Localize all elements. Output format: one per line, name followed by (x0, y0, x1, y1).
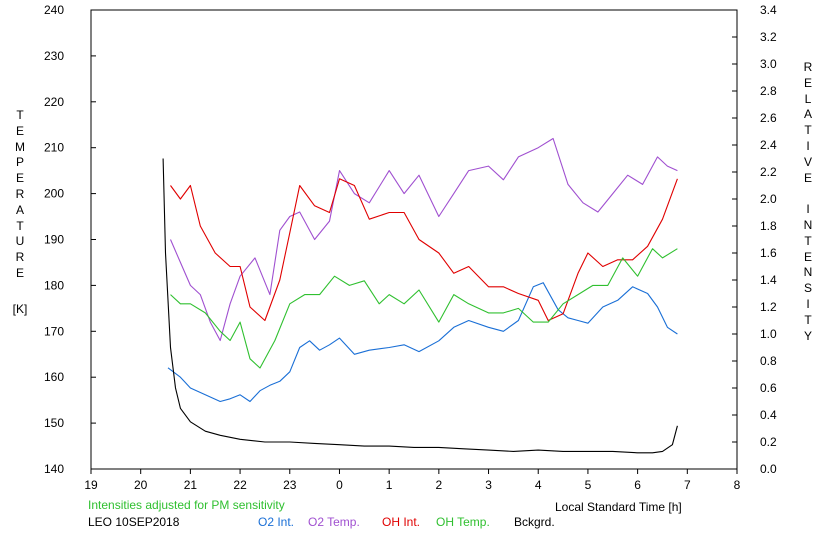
right-tick-label: 3.0 (760, 57, 777, 71)
plot-frame (90, 9, 738, 470)
sensitivity-note: Intensities adjusted for PM sensitivity (88, 498, 285, 512)
legend-oh-temp: OH Temp. (436, 515, 490, 529)
right-tick-label: 0.2 (760, 435, 777, 449)
left-tick-label: 170 (44, 324, 64, 338)
left-tick-label: 200 (44, 187, 64, 201)
x-tick-label: 20 (134, 478, 148, 492)
right-tick-label: 0.8 (760, 354, 777, 368)
left-tick-label: 240 (44, 3, 64, 17)
right-tick-label: 1.0 (760, 327, 777, 341)
right-tick-label: 2.6 (760, 111, 777, 125)
right-tick-label: 1.4 (760, 273, 777, 287)
legend-background: Bckgrd. (514, 515, 555, 529)
series-line-oh-temp (170, 248, 678, 369)
left-tick-label: 160 (44, 370, 64, 384)
right-tick-label: 0.0 (760, 462, 777, 476)
x-tick-label: 6 (634, 478, 641, 492)
x-tick-label: 4 (535, 478, 542, 492)
left-tick-label: 180 (44, 278, 64, 292)
series-line-o2-int (167, 282, 678, 403)
series-line-oh-int (170, 178, 678, 322)
right-tick-label: 2.2 (760, 165, 777, 179)
left-tick-label: 220 (44, 95, 64, 109)
right-tick-label: 1.6 (760, 246, 777, 260)
right-tick-label: 3.4 (760, 3, 777, 17)
x-tick-label: 7 (684, 478, 691, 492)
right-tick-label: 0.6 (760, 381, 777, 395)
series-line-o2-temp (169, 137, 678, 342)
right-tick-label: 2.0 (760, 192, 777, 206)
right-tick-label: 3.2 (760, 30, 777, 44)
left-tick-label: 190 (44, 233, 64, 247)
right-tick-label: 1.2 (760, 300, 777, 314)
left-axis-unit: [K] (12, 302, 28, 316)
left-axis-title: T E M P E R A T U R E (15, 108, 25, 280)
x-tick-label: 5 (585, 478, 592, 492)
x-tick-label: 21 (184, 478, 198, 492)
right-tick-label: 2.4 (760, 138, 777, 152)
x-tick-label: 23 (283, 478, 297, 492)
left-tick-label: 150 (44, 416, 64, 430)
x-tick-label: 19 (84, 478, 98, 492)
legend-o2-temp: O2 Temp. (308, 515, 360, 529)
x-axis-title: Local Standard Time [h] (555, 500, 682, 514)
left-tick-label: 210 (44, 141, 64, 155)
left-tick-label: 140 (44, 462, 64, 476)
legend-o2-int: O2 Int. (258, 515, 295, 529)
right-tick-label: 1.8 (760, 219, 777, 233)
x-tick-label: 8 (734, 478, 741, 492)
station-date: LEO 10SEP2018 (88, 515, 180, 529)
left-tick-label: 230 (44, 49, 64, 63)
series-line-bckgrd (162, 158, 678, 454)
x-tick-label: 2 (436, 478, 443, 492)
x-tick-label: 22 (233, 478, 247, 492)
right-axis-title: R E L A T I V E I N T E N S I T Y (803, 60, 813, 343)
x-tick-label: 0 (336, 478, 343, 492)
x-tick-label: 3 (485, 478, 492, 492)
legend-oh-int: OH Int. (382, 515, 421, 529)
right-tick-label: 2.8 (760, 84, 777, 98)
right-tick-label: 0.4 (760, 408, 777, 422)
x-tick-label: 1 (386, 478, 393, 492)
